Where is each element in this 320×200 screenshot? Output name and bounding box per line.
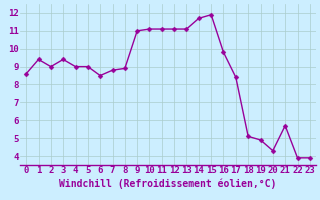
- X-axis label: Windchill (Refroidissement éolien,°C): Windchill (Refroidissement éolien,°C): [59, 178, 277, 189]
